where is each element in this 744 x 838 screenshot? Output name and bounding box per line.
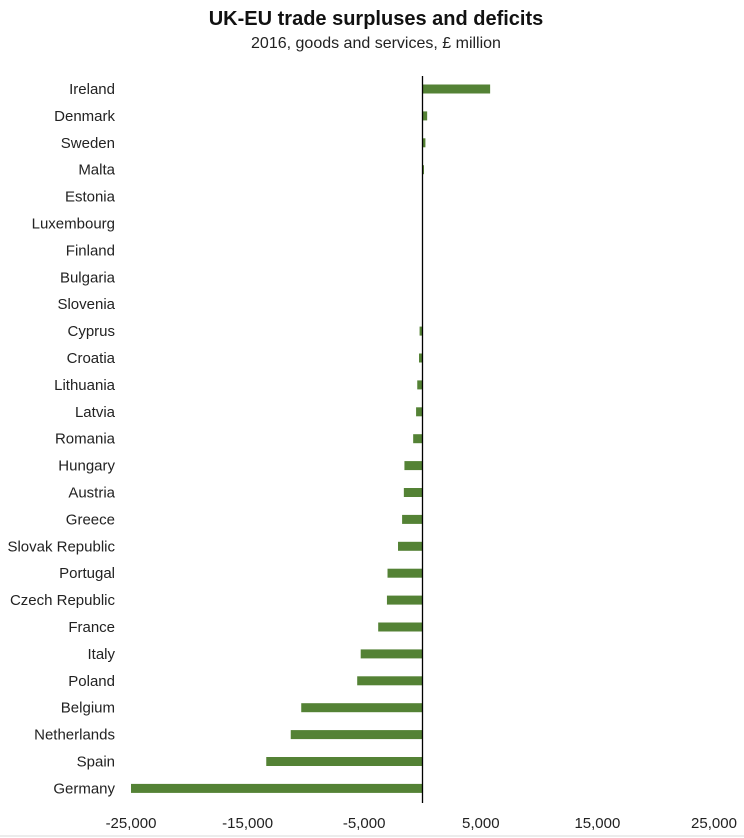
category-label-portugal: Portugal <box>59 565 115 582</box>
x-tick-label: -25,000 <box>106 815 157 832</box>
category-label-bulgaria: Bulgaria <box>60 269 116 286</box>
category-label-cyprus: Cyprus <box>67 323 115 340</box>
category-label-czech-republic: Czech Republic <box>10 592 116 609</box>
category-labels: Ireland Denmark Sweden Malta Estonia Luxembou… <box>7 81 115 797</box>
category-label-greece: Greece <box>66 511 115 528</box>
bar-slovak-republic <box>398 541 423 551</box>
x-tick-label: 25,000 <box>691 815 737 832</box>
category-label-denmark: Denmark <box>54 108 115 125</box>
category-label-slovak-republic: Slovak Republic <box>7 538 115 555</box>
chart-subtitle: 2016, goods and services, £ million <box>251 35 501 52</box>
bar-hungary <box>404 461 423 471</box>
category-label-romania: Romania <box>55 431 116 448</box>
category-label-slovenia: Slovenia <box>57 296 115 313</box>
category-label-estonia: Estonia <box>65 189 116 206</box>
x-tick-label: 5,000 <box>462 815 500 832</box>
bar-italy <box>360 649 423 659</box>
category-label-spain: Spain <box>77 754 115 771</box>
bar-ireland <box>422 84 491 94</box>
bar-malta <box>422 165 424 175</box>
bar-croatia <box>419 353 423 363</box>
bar-romania <box>413 434 423 444</box>
category-label-france: France <box>68 619 115 636</box>
x-tick-label: 15,000 <box>574 815 620 832</box>
bar-austria <box>403 488 423 497</box>
bar-sweden <box>422 138 426 148</box>
bar-belgium <box>301 703 423 713</box>
bar-spain <box>266 757 423 766</box>
bar-france <box>378 622 423 632</box>
category-label-luxembourg: Luxembourg <box>32 216 115 233</box>
bar-czech-republic <box>386 595 423 605</box>
bar-greece <box>402 514 423 524</box>
bar-portugal <box>387 568 423 578</box>
bar-netherlands <box>290 730 423 740</box>
category-label-poland: Poland <box>68 673 115 690</box>
category-label-germany: Germany <box>53 780 115 797</box>
category-label-hungary: Hungary <box>58 458 115 475</box>
category-label-italy: Italy <box>87 646 115 663</box>
chart-title: UK-EU trade surpluses and deficits <box>209 8 544 30</box>
bar-cyprus <box>419 326 423 336</box>
category-label-finland: Finland <box>66 242 115 259</box>
category-label-malta: Malta <box>78 162 115 179</box>
category-label-netherlands: Netherlands <box>34 727 115 744</box>
category-label-austria: Austria <box>68 485 115 502</box>
category-label-sweden: Sweden <box>61 135 115 152</box>
category-label-croatia: Croatia <box>67 350 116 367</box>
x-axis-tick-labels: -25,000 -15,000 -5,000 5,000 15,000 25,000 <box>106 815 737 832</box>
category-label-ireland: Ireland <box>69 81 115 98</box>
x-tick-label: -5,000 <box>343 815 386 832</box>
x-tick-label: -15,000 <box>222 815 273 832</box>
bar-denmark <box>422 111 428 121</box>
category-label-lithuania: Lithuania <box>54 377 116 394</box>
bars-group <box>131 84 491 793</box>
bar-lithuania <box>417 380 423 390</box>
category-label-belgium: Belgium <box>61 700 115 717</box>
bar-latvia <box>416 407 423 417</box>
bar-germany <box>131 783 423 793</box>
bar-poland <box>357 676 423 686</box>
category-label-latvia: Latvia <box>75 404 116 421</box>
